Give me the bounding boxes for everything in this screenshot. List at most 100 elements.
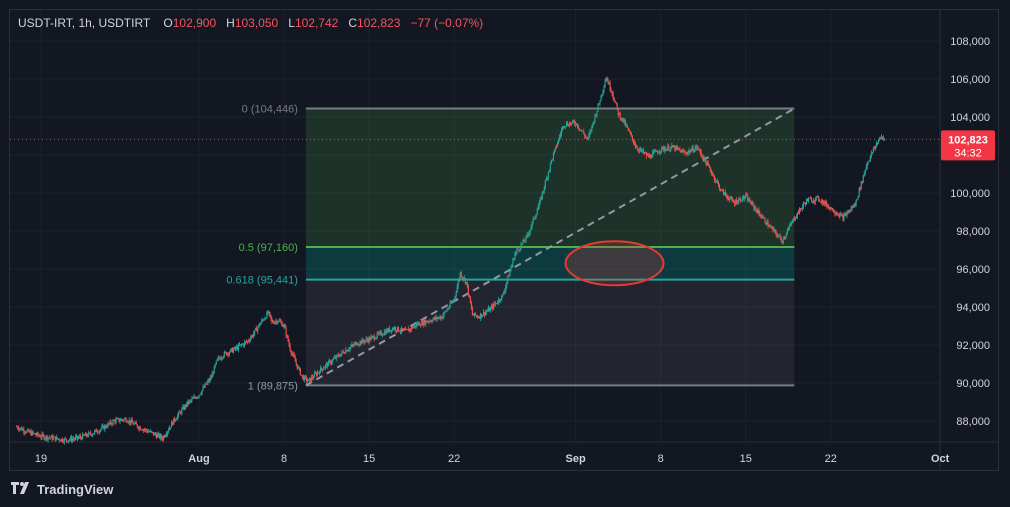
candle-body [494, 303, 496, 305]
candle-body [455, 292, 457, 297]
candle-body [308, 377, 310, 380]
candle-body [53, 436, 55, 438]
candle-body [875, 143, 877, 146]
candle-body [794, 218, 796, 220]
candle-body [878, 139, 880, 141]
candle-body [288, 341, 290, 346]
candle-body [177, 414, 179, 419]
candle-body [772, 227, 774, 231]
candle-body [269, 311, 271, 315]
candle-body [261, 320, 263, 323]
candle-body [706, 162, 708, 166]
time-tick-label: 15 [740, 453, 752, 465]
candle-body [576, 123, 578, 125]
candle-body [721, 189, 724, 191]
candle-body [503, 292, 505, 295]
candle-body [30, 431, 32, 436]
time-tick-label: 8 [281, 453, 287, 465]
candle-body [161, 435, 163, 439]
candle-body [462, 277, 464, 279]
candle-body [645, 152, 647, 154]
candle-body [565, 126, 567, 127]
candle-body [846, 212, 848, 216]
candle-body [854, 204, 856, 206]
candle-body [279, 320, 281, 322]
candle-body [668, 146, 670, 151]
symbol-name[interactable]: USDT-IRT, 1h, USDTIRT [18, 16, 151, 30]
candle-body [409, 328, 411, 332]
candle-body [373, 336, 375, 340]
candle-body [392, 328, 394, 330]
candle-body [788, 225, 790, 229]
candle-body [339, 356, 341, 357]
candle-body [648, 154, 650, 158]
candle-body [281, 322, 283, 327]
candle-body [316, 372, 319, 376]
candle-body [82, 434, 84, 440]
candle-body [599, 101, 601, 104]
candle-body [195, 397, 197, 399]
candle-body [530, 226, 532, 230]
candle-body [44, 438, 46, 440]
candle-body [673, 146, 675, 148]
candle-body [619, 113, 621, 119]
candle-body [454, 296, 456, 300]
candle-body [651, 157, 653, 159]
candle-body [460, 272, 462, 277]
candle-body [104, 425, 106, 430]
candle-body [699, 149, 701, 153]
price-tick-label: 98,000 [956, 226, 990, 238]
candle-body [552, 153, 554, 160]
candle-body [579, 128, 581, 131]
candle-body [145, 429, 147, 431]
candle-body [841, 214, 843, 216]
candle-body [304, 376, 306, 378]
candle-body [471, 308, 473, 315]
candle-body [858, 188, 860, 197]
candle-body [482, 315, 484, 317]
candle-body [61, 438, 63, 442]
candle-body [476, 315, 479, 318]
candle-body [176, 418, 178, 420]
candle-body [70, 437, 73, 441]
highlight-ellipse[interactable] [564, 240, 665, 287]
candle-body [756, 209, 758, 213]
tradingview-brand[interactable]: TradingView [11, 482, 113, 497]
candle-body [820, 201, 822, 203]
candle-body [166, 434, 168, 436]
candle-body [564, 126, 566, 128]
candle-body [712, 174, 714, 176]
low-label: L [288, 16, 295, 30]
candle-body [867, 161, 869, 163]
fib-zone-0.5-0.618 [305, 246, 795, 280]
candle-body [301, 375, 303, 377]
candle-body [24, 432, 26, 434]
candle-body [299, 368, 301, 375]
price-axis[interactable]: 108,000106,000104,000102,000100,00098,00… [950, 36, 990, 428]
candle-body [665, 148, 667, 151]
candle-body [239, 344, 241, 346]
candle-body [774, 229, 776, 232]
candle-body [760, 216, 762, 218]
time-axis[interactable]: 19 Aug 8 15 22 Sep 8 15 22 Oct [35, 453, 950, 465]
candle-body [782, 238, 784, 243]
candle-body [223, 352, 225, 357]
candle-body [342, 351, 344, 353]
candle-body [720, 189, 723, 191]
candle-body [667, 146, 669, 149]
candle-body [204, 383, 206, 388]
change-value: −77 (−0.07%) [410, 16, 484, 30]
candle-body [58, 438, 60, 441]
fib-retracement[interactable]: 0 (104,446) 0.5 (97,160) 0.618 (95,441) 1 (… [226, 104, 795, 393]
candle-body [786, 230, 788, 235]
candle-body [479, 313, 482, 319]
candle-body [731, 197, 733, 199]
candle-body [173, 418, 175, 425]
candle-body [193, 396, 195, 399]
candle-body [809, 198, 811, 200]
candle-body [532, 218, 534, 222]
fib-trend-line[interactable] [305, 107, 795, 387]
bar-countdown-label: 34:32 [954, 147, 982, 159]
candle-body [548, 169, 550, 173]
